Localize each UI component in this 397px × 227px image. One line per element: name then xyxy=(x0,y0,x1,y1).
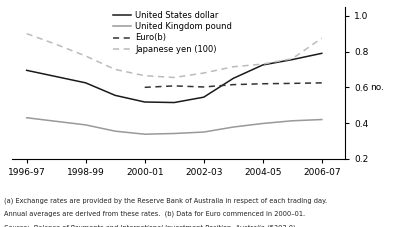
Y-axis label: no.: no. xyxy=(370,83,384,92)
Legend: United States dollar, United Kingdom pound, Euro(b), Japanese yen (100): United States dollar, United Kingdom pou… xyxy=(110,8,235,57)
Text: Annual averages are derived from these rates.  (b) Data for Euro commenced in 20: Annual averages are derived from these r… xyxy=(4,211,305,217)
Text: (a) Exchange rates are provided by the Reserve Bank of Australia in respect of e: (a) Exchange rates are provided by the R… xyxy=(4,197,327,204)
Text: Source:  Balance of Payments and International Investment Position, Australia (5: Source: Balance of Payments and Internat… xyxy=(4,224,297,227)
